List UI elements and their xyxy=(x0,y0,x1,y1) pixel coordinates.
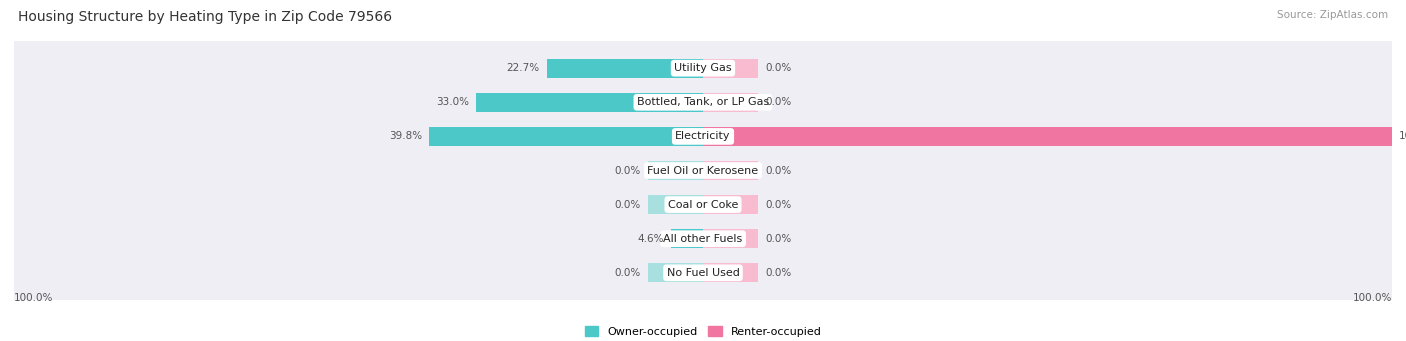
Circle shape xyxy=(8,246,20,300)
Text: Utility Gas: Utility Gas xyxy=(675,63,731,73)
Bar xyxy=(14,211,1392,266)
Circle shape xyxy=(1386,75,1398,130)
Text: All other Fuels: All other Fuels xyxy=(664,234,742,244)
Circle shape xyxy=(1386,109,1398,164)
Text: 100.0%: 100.0% xyxy=(1399,131,1406,142)
Circle shape xyxy=(1386,246,1398,300)
Text: 22.7%: 22.7% xyxy=(506,63,540,73)
Text: 0.0%: 0.0% xyxy=(765,165,792,176)
Text: Source: ZipAtlas.com: Source: ZipAtlas.com xyxy=(1277,10,1388,20)
Text: 39.8%: 39.8% xyxy=(389,131,422,142)
Text: 0.0%: 0.0% xyxy=(765,268,792,278)
Text: Bottled, Tank, or LP Gas: Bottled, Tank, or LP Gas xyxy=(637,97,769,107)
Bar xyxy=(703,264,758,282)
Bar xyxy=(547,59,703,78)
Text: 0.0%: 0.0% xyxy=(765,199,792,210)
Text: 0.0%: 0.0% xyxy=(765,63,792,73)
Bar xyxy=(671,229,703,248)
Bar xyxy=(14,75,1392,130)
Text: 4.6%: 4.6% xyxy=(638,234,665,244)
Bar xyxy=(475,93,703,112)
Text: Electricity: Electricity xyxy=(675,131,731,142)
Bar xyxy=(14,109,1392,164)
Circle shape xyxy=(8,211,20,266)
Circle shape xyxy=(8,177,20,232)
Bar xyxy=(429,127,703,146)
Bar xyxy=(703,59,758,78)
Circle shape xyxy=(8,143,20,198)
Circle shape xyxy=(1386,143,1398,198)
Text: 0.0%: 0.0% xyxy=(765,97,792,107)
Bar xyxy=(14,41,1392,95)
Text: 33.0%: 33.0% xyxy=(436,97,468,107)
Text: 0.0%: 0.0% xyxy=(614,165,641,176)
Text: 100.0%: 100.0% xyxy=(1353,293,1392,303)
Circle shape xyxy=(1386,211,1398,266)
Text: 0.0%: 0.0% xyxy=(614,268,641,278)
Circle shape xyxy=(8,109,20,164)
Legend: Owner-occupied, Renter-occupied: Owner-occupied, Renter-occupied xyxy=(581,322,825,341)
Text: Coal or Coke: Coal or Coke xyxy=(668,199,738,210)
Bar xyxy=(703,127,1392,146)
Bar xyxy=(14,143,1392,198)
Circle shape xyxy=(8,41,20,95)
Bar xyxy=(703,195,758,214)
Bar xyxy=(14,246,1392,300)
Text: Housing Structure by Heating Type in Zip Code 79566: Housing Structure by Heating Type in Zip… xyxy=(18,10,392,24)
Text: 100.0%: 100.0% xyxy=(14,293,53,303)
Circle shape xyxy=(1386,41,1398,95)
Bar xyxy=(648,264,703,282)
Text: 0.0%: 0.0% xyxy=(765,234,792,244)
Text: Fuel Oil or Kerosene: Fuel Oil or Kerosene xyxy=(647,165,759,176)
Bar xyxy=(703,93,758,112)
Circle shape xyxy=(8,75,20,130)
Bar xyxy=(648,195,703,214)
Circle shape xyxy=(1386,177,1398,232)
Text: No Fuel Used: No Fuel Used xyxy=(666,268,740,278)
Text: 0.0%: 0.0% xyxy=(614,199,641,210)
Bar xyxy=(703,229,758,248)
Bar xyxy=(648,161,703,180)
Bar xyxy=(14,177,1392,232)
Bar xyxy=(703,161,758,180)
